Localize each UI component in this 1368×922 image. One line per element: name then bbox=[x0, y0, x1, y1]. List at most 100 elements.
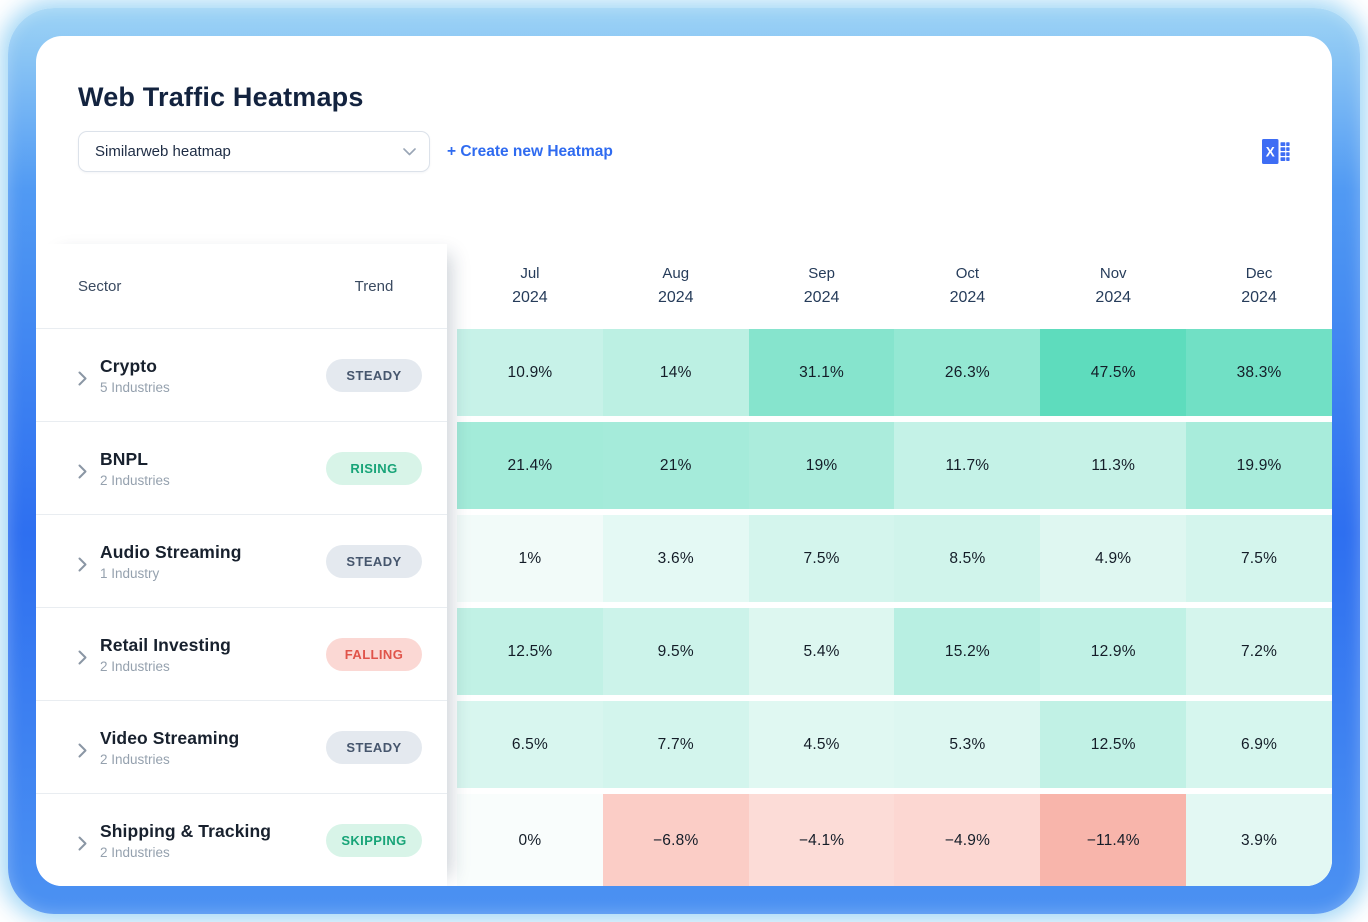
heat-cell: 7.5% bbox=[1186, 515, 1332, 602]
heat-cell: 7.2% bbox=[1186, 608, 1332, 695]
heat-cell: 10.9% bbox=[457, 329, 603, 416]
create-new-heatmap-link[interactable]: + Create new Heatmap bbox=[447, 142, 613, 160]
sector-row[interactable]: Retail Investing 2 Industries FALLING bbox=[36, 608, 447, 701]
sector-name: Audio Streaming bbox=[100, 541, 242, 562]
month-header: Nov 2024 bbox=[1040, 244, 1186, 329]
sector-row[interactable]: Crypto 5 Industries STEADY bbox=[36, 329, 447, 422]
month-label: Jul bbox=[520, 265, 540, 283]
heat-cell: 5.4% bbox=[748, 608, 895, 695]
chevron-down-icon bbox=[403, 147, 416, 156]
expand-chevron-icon[interactable] bbox=[78, 464, 87, 479]
heat-cell: 3.6% bbox=[602, 515, 749, 602]
heat-cell: 31.1% bbox=[748, 329, 895, 416]
heat-cell: −11.4% bbox=[1040, 794, 1187, 886]
sector-industries-count: 2 Industries bbox=[100, 658, 170, 674]
heat-cell: 15.2% bbox=[894, 608, 1041, 695]
month-header: Dec 2024 bbox=[1186, 244, 1332, 329]
sector-cell: Video Streaming 2 Industries bbox=[36, 728, 318, 767]
sector-industries-count: 2 Industries bbox=[100, 472, 170, 488]
trend-cell: STEADY bbox=[318, 544, 430, 578]
expand-chevron-icon[interactable] bbox=[78, 650, 87, 665]
heat-cell: 4.5% bbox=[748, 701, 895, 788]
sector-industries-count: 5 Industries bbox=[100, 379, 170, 395]
year-label: 2024 bbox=[803, 288, 840, 306]
sector-name: Retail Investing bbox=[100, 634, 231, 655]
heat-cell: 0% bbox=[457, 794, 603, 886]
heat-cell: 4.9% bbox=[1040, 515, 1187, 602]
sector-name: Video Streaming bbox=[100, 727, 240, 748]
heat-cell: 12.5% bbox=[1040, 701, 1187, 788]
expand-chevron-icon[interactable] bbox=[78, 371, 87, 386]
month-label: Sep bbox=[808, 265, 835, 283]
sector-industries-count: 1 Industry bbox=[100, 565, 160, 581]
sector-industries-count: 2 Industries bbox=[100, 751, 170, 767]
heat-cell: 38.3% bbox=[1186, 329, 1332, 416]
expand-chevron-icon[interactable] bbox=[78, 557, 87, 572]
controls-bar: Similarweb heatmap + Create new Heatmap bbox=[78, 131, 1290, 172]
sector-row[interactable]: Shipping & Tracking 2 Industries SKIPPING bbox=[36, 794, 447, 886]
sector-row[interactable]: Audio Streaming 1 Industry STEADY bbox=[36, 515, 447, 608]
month-header: Oct 2024 bbox=[894, 244, 1040, 329]
month-header: Jul 2024 bbox=[457, 244, 603, 329]
heatmap-card: Web Traffic Heatmaps Similarweb heatmap … bbox=[36, 36, 1332, 886]
month-label: Nov bbox=[1099, 265, 1127, 283]
heat-cell: 19% bbox=[748, 422, 895, 509]
sector-name: Crypto bbox=[100, 355, 157, 376]
heat-cell: −4.9% bbox=[894, 794, 1041, 886]
heat-cell: 12.9% bbox=[1040, 608, 1187, 695]
excel-export-button[interactable]: X bbox=[1256, 133, 1294, 171]
expand-chevron-icon[interactable] bbox=[78, 836, 87, 851]
heatmap-select-value: Similarweb heatmap bbox=[95, 143, 231, 160]
trend-badge: FALLING bbox=[326, 637, 422, 671]
heat-row: 12.5% 9.5% 5.4% 15.2% 12.9% 7.2% bbox=[457, 608, 1332, 695]
month-header: Aug 2024 bbox=[603, 244, 749, 329]
sector-row[interactable]: BNPL 2 Industries RISING bbox=[36, 422, 447, 515]
heat-cell: 47.5% bbox=[1040, 329, 1187, 416]
heat-cell: 7.5% bbox=[748, 515, 895, 602]
trend-badge: STEADY bbox=[326, 730, 422, 764]
trend-cell: SKIPPING bbox=[318, 824, 430, 857]
sector-cell: Audio Streaming 1 Industry bbox=[36, 542, 318, 581]
trend-cell: RISING bbox=[318, 451, 430, 485]
heat-cell: 11.3% bbox=[1040, 422, 1187, 509]
sector-column-header: Sector bbox=[78, 277, 122, 295]
heatmap-grid: Jul 2024 Aug 2024 Sep 2024 Oct 2024 Nov 2024 Dec 20… bbox=[447, 244, 1332, 886]
heat-cell: 9.5% bbox=[602, 608, 749, 695]
sector-row[interactable]: Video Streaming 2 Industries STEADY bbox=[36, 701, 447, 794]
heat-row: 1% 3.6% 7.5% 8.5% 4.9% 7.5% bbox=[457, 515, 1332, 602]
month-label: Aug bbox=[662, 265, 690, 283]
heat-cell: 12.5% bbox=[457, 608, 603, 695]
trend-cell: STEADY bbox=[318, 358, 430, 392]
heat-cell: 21% bbox=[602, 422, 749, 509]
sector-cell: BNPL 2 Industries bbox=[36, 449, 318, 488]
trend-badge: STEADY bbox=[326, 544, 422, 578]
year-label: 2024 bbox=[1241, 288, 1277, 306]
heat-cell: 5.3% bbox=[894, 701, 1041, 788]
sector-name: Shipping & Tracking bbox=[100, 821, 272, 841]
heat-row: 21.4% 21% 19% 11.7% 11.3% 19.9% bbox=[457, 422, 1332, 509]
expand-chevron-icon[interactable] bbox=[78, 743, 87, 758]
heat-cell: 26.3% bbox=[894, 329, 1041, 416]
month-header: Sep 2024 bbox=[749, 244, 895, 329]
heat-cell: 21.4% bbox=[457, 422, 603, 509]
heat-cell: 11.7% bbox=[894, 422, 1041, 509]
sector-cell: Crypto 5 Industries bbox=[36, 356, 318, 395]
trend-badge: RISING bbox=[326, 451, 422, 485]
heat-cell: 19.9% bbox=[1186, 422, 1332, 509]
heat-cell: 6.5% bbox=[457, 701, 603, 788]
month-label: Dec bbox=[1245, 265, 1273, 283]
sector-name: BNPL bbox=[100, 448, 149, 469]
year-label: 2024 bbox=[657, 288, 694, 306]
year-label: 2024 bbox=[512, 288, 548, 306]
heat-cell: −4.1% bbox=[748, 794, 895, 886]
trend-column-header: Trend bbox=[354, 277, 394, 295]
month-label: Oct bbox=[955, 265, 980, 283]
sector-panel: Sector Trend Crypto 5 Industries STEADY BNP… bbox=[36, 244, 447, 886]
heatmap-select[interactable]: Similarweb heatmap bbox=[78, 131, 430, 172]
trend-cell: FALLING bbox=[318, 637, 430, 671]
panel-header-row: Sector Trend bbox=[36, 244, 447, 329]
trend-badge: STEADY bbox=[326, 358, 422, 392]
heat-cell: 3.9% bbox=[1186, 794, 1332, 886]
month-header-row: Jul 2024 Aug 2024 Sep 2024 Oct 2024 Nov 2024 Dec 20… bbox=[457, 244, 1332, 329]
year-label: 2024 bbox=[1095, 288, 1132, 306]
